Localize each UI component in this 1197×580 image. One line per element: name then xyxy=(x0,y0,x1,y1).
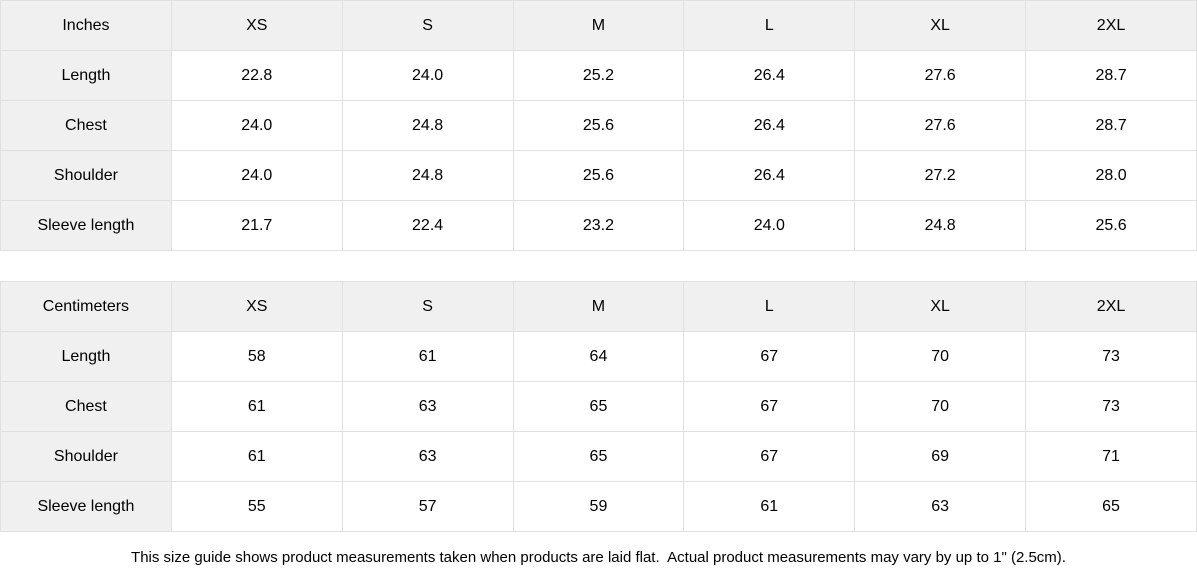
measurement-value: 24.0 xyxy=(683,200,856,251)
measurement-label: Shoulder xyxy=(0,431,172,482)
measurement-value: 59 xyxy=(512,481,685,532)
measurement-value: 67 xyxy=(683,431,856,482)
table-row: Chest 61 63 65 67 70 73 xyxy=(0,381,1197,432)
size-column-header: L xyxy=(683,281,856,332)
table-row: Shoulder 24.0 24.8 25.6 26.4 27.2 28.0 xyxy=(0,150,1197,201)
measurement-value: 63 xyxy=(854,481,1027,532)
table-row: Sleeve length 21.7 22.4 23.2 24.0 24.8 25.6 xyxy=(0,200,1197,251)
measurement-label: Shoulder xyxy=(0,150,172,201)
measurement-value: 26.4 xyxy=(683,100,856,151)
measurement-value: 22.8 xyxy=(170,50,343,101)
measurement-value: 28.0 xyxy=(1025,150,1197,201)
table-row: Length 58 61 64 67 70 73 xyxy=(0,331,1197,382)
measurement-value: 61 xyxy=(683,481,856,532)
unit-label: Inches xyxy=(0,0,172,51)
measurement-value: 70 xyxy=(854,381,1027,432)
measurement-label: Length xyxy=(0,331,172,382)
size-column-header: S xyxy=(341,281,514,332)
measurement-value: 61 xyxy=(341,331,514,382)
measurement-value: 61 xyxy=(170,431,343,482)
measurement-value: 28.7 xyxy=(1025,100,1197,151)
measurement-value: 65 xyxy=(1025,481,1197,532)
header-row: Centimeters XS S M L XL 2XL xyxy=(0,281,1197,332)
measurement-value: 27.6 xyxy=(854,100,1027,151)
measurement-value: 27.6 xyxy=(854,50,1027,101)
measurement-value: 26.4 xyxy=(683,150,856,201)
measurement-value: 25.6 xyxy=(512,150,685,201)
measurement-value: 67 xyxy=(683,331,856,382)
size-column-header: XL xyxy=(854,0,1027,51)
measurement-value: 67 xyxy=(683,381,856,432)
measurement-label: Sleeve length xyxy=(0,481,172,532)
unit-label: Centimeters xyxy=(0,281,172,332)
size-column-header: 2XL xyxy=(1025,281,1197,332)
size-column-header: 2XL xyxy=(1025,0,1197,51)
size-column-header: M xyxy=(512,0,685,51)
measurement-value: 25.6 xyxy=(512,100,685,151)
measurement-value: 71 xyxy=(1025,431,1197,482)
size-column-header: S xyxy=(341,0,514,51)
size-column-header: XS xyxy=(170,0,343,51)
measurement-value: 58 xyxy=(170,331,343,382)
size-column-header: L xyxy=(683,0,856,51)
measurement-value: 65 xyxy=(512,381,685,432)
header-row: Inches XS S M L XL 2XL xyxy=(0,0,1197,51)
table-row: Shoulder 61 63 65 67 69 71 xyxy=(0,431,1197,482)
measurement-value: 24.0 xyxy=(170,100,343,151)
size-column-header: M xyxy=(512,281,685,332)
measurement-value: 57 xyxy=(341,481,514,532)
measurement-value: 24.8 xyxy=(341,150,514,201)
measurement-value: 23.2 xyxy=(512,200,685,251)
measurement-value: 70 xyxy=(854,331,1027,382)
measurement-value: 65 xyxy=(512,431,685,482)
size-column-header: XS xyxy=(170,281,343,332)
measurement-value: 27.2 xyxy=(854,150,1027,201)
measurement-value: 21.7 xyxy=(170,200,343,251)
measurement-value: 61 xyxy=(170,381,343,432)
measurement-value: 24.0 xyxy=(170,150,343,201)
table-row: Length 22.8 24.0 25.2 26.4 27.6 28.7 xyxy=(0,50,1197,101)
measurement-value: 25.6 xyxy=(1025,200,1197,251)
measurement-value: 24.0 xyxy=(341,50,514,101)
measurement-label: Chest xyxy=(0,100,172,151)
measurement-value: 64 xyxy=(512,331,685,382)
measurement-value: 24.8 xyxy=(341,100,514,151)
size-guide-footnote: This size guide shows product measuremen… xyxy=(0,532,1197,580)
measurement-value: 69 xyxy=(854,431,1027,482)
table-row: Sleeve length 55 57 59 61 63 65 xyxy=(0,481,1197,532)
size-table-inches: Inches XS S M L XL 2XL Length 22.8 24.0 25.2 26.4 27… xyxy=(0,0,1197,251)
measurement-value: 26.4 xyxy=(683,50,856,101)
size-column-header: XL xyxy=(854,281,1027,332)
size-table-centimeters: Centimeters XS S M L XL 2XL Length 58 61 64 67 70 73 C… xyxy=(0,281,1197,532)
measurement-value: 73 xyxy=(1025,331,1197,382)
measurement-value: 63 xyxy=(341,381,514,432)
table-row: Chest 24.0 24.8 25.6 26.4 27.6 28.7 xyxy=(0,100,1197,151)
measurement-label: Length xyxy=(0,50,172,101)
measurement-value: 24.8 xyxy=(854,200,1027,251)
measurement-value: 73 xyxy=(1025,381,1197,432)
measurement-value: 22.4 xyxy=(341,200,514,251)
table-gap xyxy=(0,251,1197,281)
measurement-value: 55 xyxy=(170,481,343,532)
measurement-label: Sleeve length xyxy=(0,200,172,251)
measurement-value: 25.2 xyxy=(512,50,685,101)
measurement-label: Chest xyxy=(0,381,172,432)
measurement-value: 28.7 xyxy=(1025,50,1197,101)
measurement-value: 63 xyxy=(341,431,514,482)
